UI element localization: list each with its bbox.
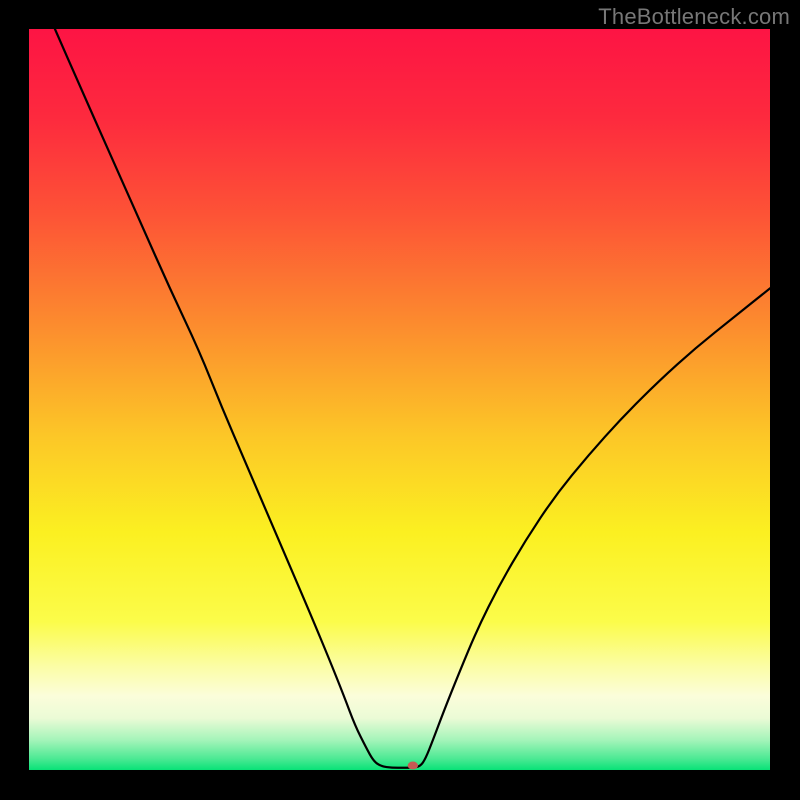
- chart-svg: [29, 29, 770, 770]
- chart-background-gradient: [29, 29, 770, 770]
- watermark-text: TheBottleneck.com: [598, 4, 790, 30]
- chart-plot-area: [29, 29, 770, 770]
- optimum-marker: [408, 762, 418, 770]
